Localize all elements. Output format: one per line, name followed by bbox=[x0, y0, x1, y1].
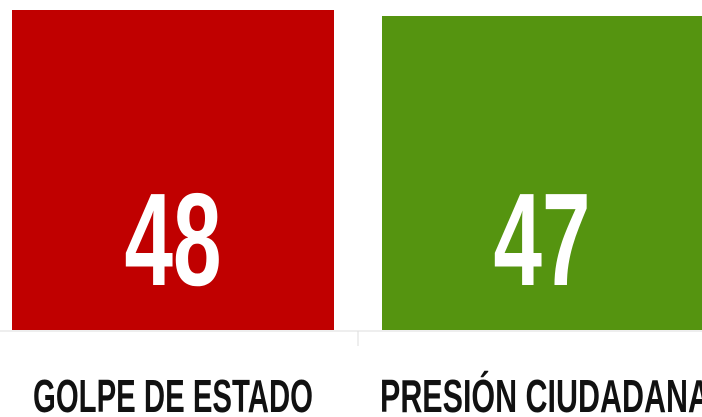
card-red bbox=[12, 10, 334, 330]
card-value: 47 bbox=[494, 166, 591, 313]
card-label: PRESIÓN CIUDADANA bbox=[380, 370, 702, 417]
card-label: GOLPE DE ESTADO bbox=[33, 370, 313, 417]
card-green bbox=[382, 16, 702, 330]
card-value: 48 bbox=[125, 166, 222, 313]
